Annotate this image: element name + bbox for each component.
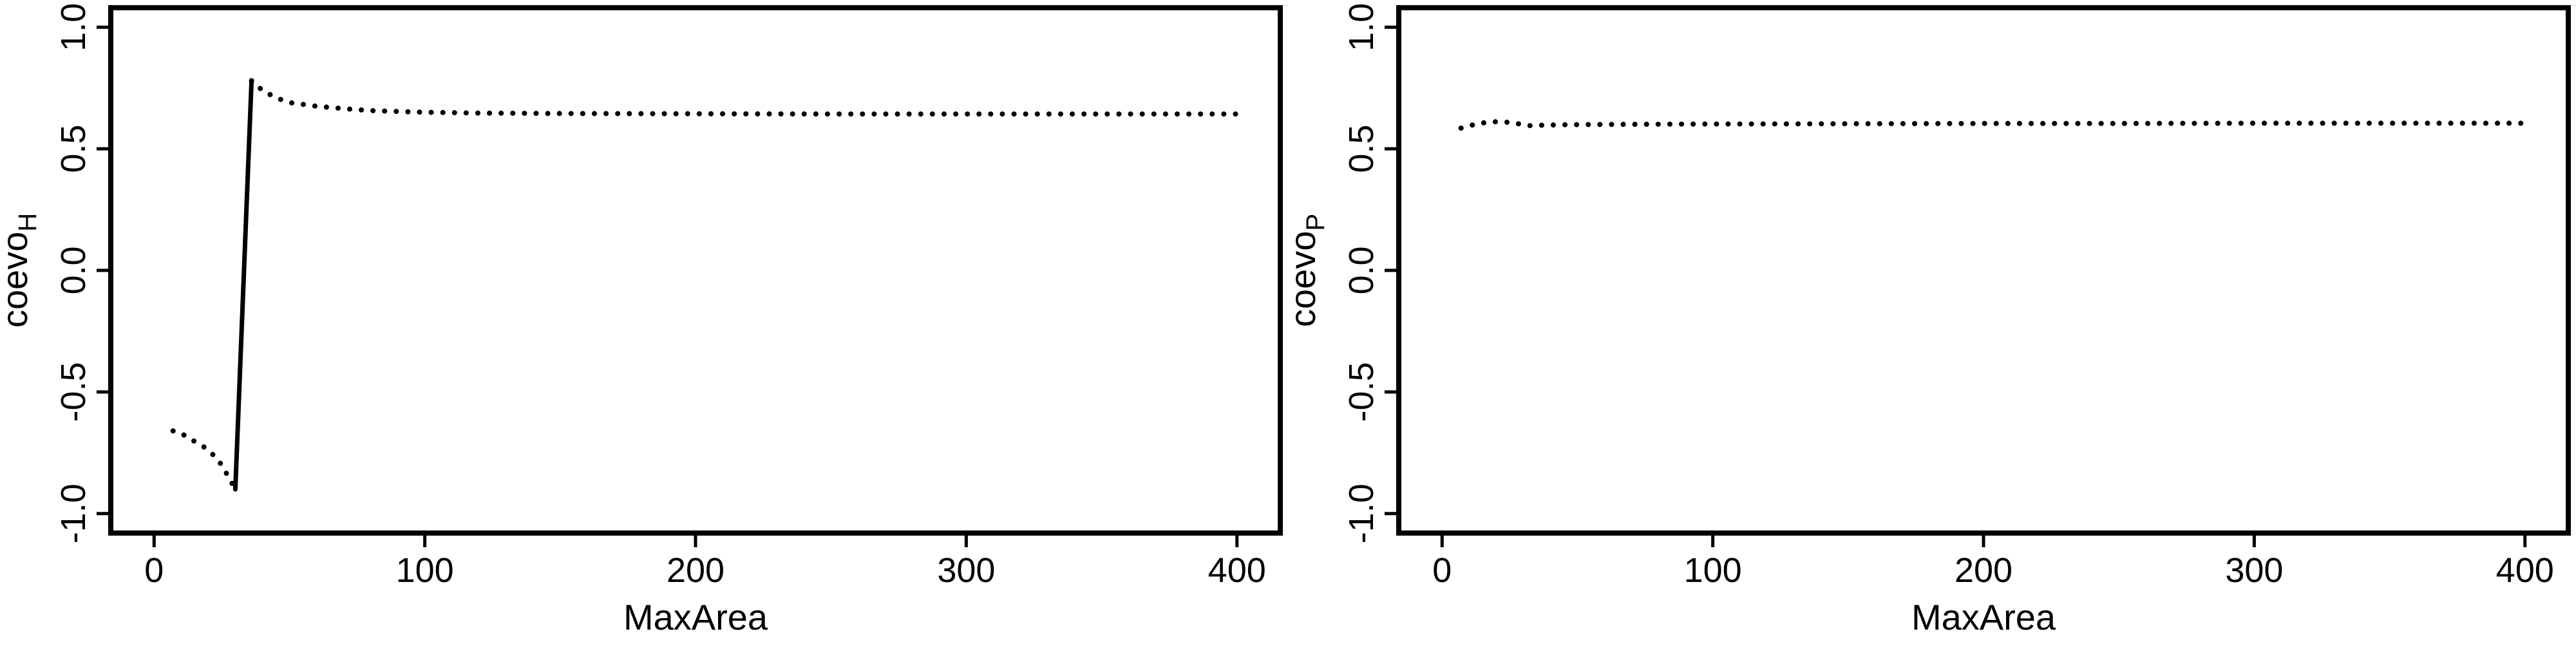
series-line-1 — [1458, 118, 2528, 131]
chart-panel-1: 0 100 200 300 400 -1.0 -0.5 0.0 0.5 1.0 MaxArea coe… — [0, 3, 1283, 637]
x-tick-label: 200 — [1955, 551, 2012, 590]
y-tick-label: -1.0 — [54, 483, 93, 543]
y-tick-label: 0.0 — [1342, 246, 1381, 294]
x-tick-label: 300 — [2225, 551, 2283, 590]
y-tick-label: 0.0 — [54, 246, 93, 294]
x-tick-label: 400 — [1208, 551, 1266, 590]
x-tick-label: 100 — [1684, 551, 1742, 590]
y-axis-label-subscript: H — [14, 213, 42, 232]
x-axis-label: MaxArea — [1911, 597, 2056, 637]
y-tick-label: 1.0 — [1342, 3, 1381, 52]
plot-frame — [1396, 5, 2571, 536]
chart-panel-2: 0 100 200 300 400 -1.0 -0.5 0.0 0.5 1.0 MaxArea coe… — [1282, 3, 2571, 637]
y-tick-label: 1.0 — [54, 3, 93, 52]
x-tick-label: 100 — [396, 551, 454, 590]
x-axis-label: MaxArea — [623, 597, 768, 637]
y-tick-label: 0.5 — [1342, 125, 1381, 173]
series-line-1 — [170, 428, 238, 492]
x-tick-label: 200 — [667, 551, 724, 590]
plot-frame — [108, 5, 1283, 536]
y-tick-label: -0.5 — [54, 362, 93, 422]
y-tick-label: -0.5 — [1342, 362, 1381, 422]
x-tick-label: 300 — [937, 551, 995, 590]
x-tick-label: 0 — [1432, 551, 1452, 590]
y-axis-label-main: coevo — [0, 232, 35, 328]
x-tick-label: 0 — [144, 551, 164, 590]
y-tick-label: 0.5 — [54, 125, 93, 173]
y-axis-label: coevoH — [0, 213, 42, 328]
y-tick-label: -1.0 — [1342, 483, 1381, 543]
series-line-2 — [232, 78, 254, 492]
y-axis-label-subscript: P — [1302, 214, 1330, 231]
x-tick-label: 400 — [2496, 551, 2554, 590]
y-axis-label: coevoP — [1282, 214, 1330, 327]
y-axis-label-main: coevo — [1282, 231, 1323, 327]
series-line-3 — [249, 78, 1240, 117]
